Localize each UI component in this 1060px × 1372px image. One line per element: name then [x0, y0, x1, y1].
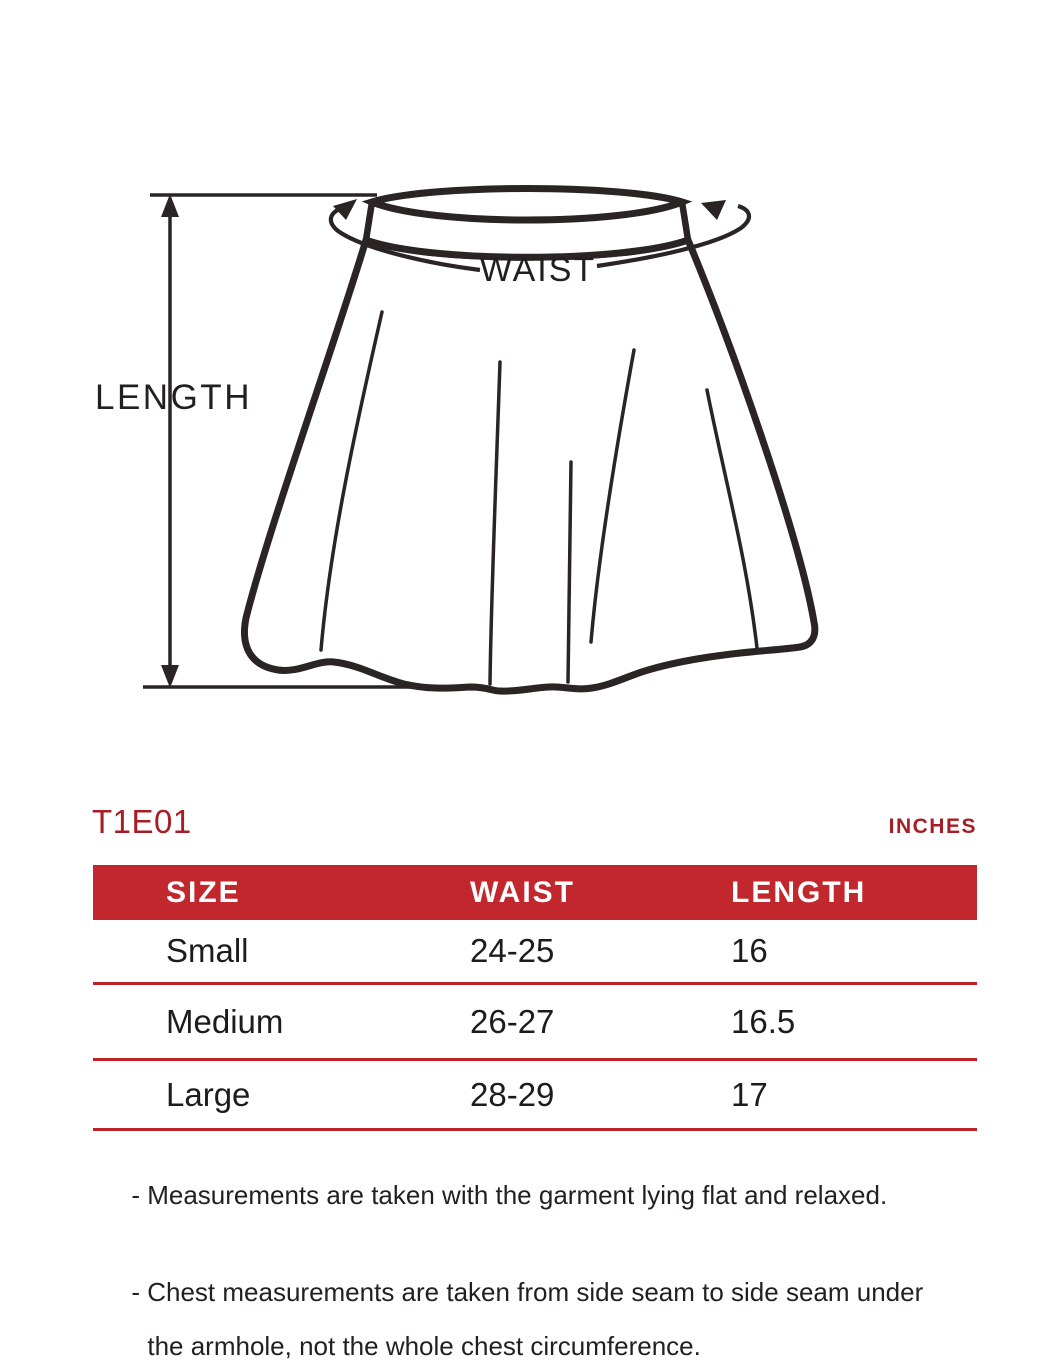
size-value: Small: [166, 932, 249, 969]
waist-label: WAIST: [480, 251, 596, 289]
row-divider: [93, 1058, 977, 1061]
note-line: the armhole, not the whole chest circumf…: [147, 1331, 701, 1361]
length-value: 17: [731, 1075, 768, 1113]
col-header-size: SIZE: [166, 875, 241, 909]
size-value: Large: [166, 1075, 251, 1113]
length-value: 16: [731, 932, 768, 969]
skirt-outline: [241, 236, 819, 695]
measurement-notes: - Measurements are taken with the garmen…: [88, 1155, 983, 1372]
note-line: - Measurements are taken with the garmen…: [131, 1180, 888, 1210]
waist-value: 26-27: [470, 1002, 555, 1040]
waist-arrow-right: [596, 200, 751, 269]
table-caption-row: T1E01 INCHES: [92, 803, 977, 843]
note-chest-measurement: - Chest measurements are taken from side…: [88, 1252, 983, 1372]
length-label: LENGTH: [95, 378, 252, 417]
note-line: - Chest measurements are taken from side…: [131, 1277, 924, 1307]
col-header-waist: WAIST: [470, 875, 575, 909]
size-table: SIZE WAIST LENGTH Small 24-25 16 Medium …: [93, 865, 977, 1131]
waistband: [361, 185, 693, 261]
size-value: Medium: [166, 1002, 284, 1040]
col-header-length: LENGTH: [731, 875, 867, 909]
waist-arrow-left: [328, 199, 481, 273]
skirt-fold-lines: [319, 310, 759, 686]
table-row-large: Large 28-29 17: [93, 1061, 977, 1128]
length-value: 16.5: [731, 1002, 796, 1040]
row-divider: [93, 982, 977, 985]
table-row-medium: Medium 26-27 16.5: [93, 985, 977, 1058]
table-row-small: Small 24-25 16: [93, 920, 977, 982]
units-label: INCHES: [888, 815, 977, 838]
style-code: T1E01: [92, 803, 192, 840]
note-flat-measurement: - Measurements are taken with the garmen…: [88, 1155, 983, 1236]
table-bottom-border: [93, 1128, 977, 1131]
waist-value: 28-29: [470, 1075, 555, 1113]
skirt-measurement-diagram: LENGTH WAIST: [95, 185, 819, 695]
waist-value: 24-25: [470, 932, 555, 969]
size-table-header: SIZE WAIST LENGTH: [93, 865, 977, 920]
